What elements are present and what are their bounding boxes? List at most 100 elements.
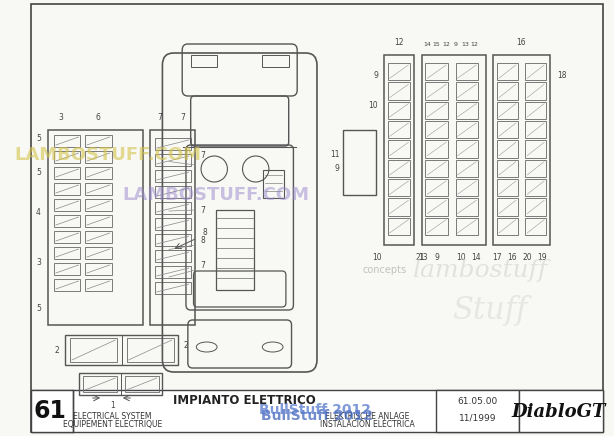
Bar (387, 121, 410, 138)
Bar (426, 102, 448, 119)
Text: 6: 6 (96, 113, 101, 122)
Bar (526, 198, 546, 216)
Text: concepts: concepts (362, 265, 406, 275)
Bar (85, 279, 112, 291)
Text: 19: 19 (537, 253, 547, 262)
Text: DiabloGT: DiabloGT (511, 403, 605, 421)
Text: 7: 7 (200, 150, 205, 160)
Bar (155, 170, 191, 182)
Bar (519, 390, 602, 432)
Bar (426, 121, 448, 138)
Bar (497, 121, 518, 138)
Bar (155, 234, 191, 246)
Bar (426, 140, 448, 158)
Bar (456, 198, 478, 216)
Text: Stuff: Stuff (452, 294, 527, 326)
Bar (343, 130, 376, 195)
Text: 2: 2 (183, 341, 188, 350)
Text: 15: 15 (433, 42, 441, 47)
Bar (54, 183, 80, 195)
Text: 5: 5 (36, 133, 41, 143)
Bar (497, 82, 518, 100)
Bar (426, 198, 448, 216)
Text: 3: 3 (36, 258, 41, 266)
Bar (54, 247, 80, 259)
Text: 9: 9 (454, 42, 457, 47)
Bar (387, 160, 410, 177)
Text: 14: 14 (423, 42, 431, 47)
Text: 12: 12 (470, 42, 478, 47)
Bar (54, 199, 80, 211)
Bar (526, 218, 546, 235)
Bar (456, 102, 478, 119)
Bar (456, 121, 478, 138)
Bar (426, 179, 448, 196)
Text: INSTALACIÓN ELÉCTRICA: INSTALACIÓN ELÉCTRICA (319, 420, 414, 429)
Text: 1: 1 (110, 401, 115, 409)
Bar (85, 263, 112, 275)
Bar (155, 282, 191, 294)
Text: 9: 9 (373, 71, 378, 79)
Bar (497, 198, 518, 216)
Text: LAMBOSTUFF.COM: LAMBOSTUFF.COM (14, 146, 201, 164)
Text: 11: 11 (330, 150, 340, 159)
Bar (387, 218, 410, 235)
Text: 61: 61 (34, 399, 67, 423)
Bar (54, 231, 80, 243)
Text: ELECTRICAL SYSTEM: ELECTRICAL SYSTEM (73, 412, 152, 421)
Bar (526, 160, 546, 177)
Text: 61.05.00: 61.05.00 (457, 396, 497, 405)
Text: 16: 16 (517, 38, 526, 47)
Text: 4: 4 (36, 208, 41, 217)
Bar (263, 170, 284, 198)
Bar (387, 63, 410, 80)
Bar (387, 102, 410, 119)
Bar (79, 373, 163, 395)
Bar (54, 263, 80, 275)
Bar (54, 151, 80, 163)
Bar (54, 215, 80, 227)
Bar (49, 130, 142, 325)
Text: LAMBOSTUFF.COM: LAMBOSTUFF.COM (123, 186, 309, 204)
Bar (497, 63, 518, 80)
Bar (85, 167, 112, 179)
Bar (155, 266, 191, 278)
Text: 5: 5 (36, 167, 41, 177)
Text: ELEKTRISCHE ANLAGE: ELEKTRISCHE ANLAGE (325, 412, 409, 421)
Bar (85, 247, 112, 259)
Text: 11/1999: 11/1999 (459, 413, 496, 422)
Text: BullStuff 2012: BullStuff 2012 (259, 403, 371, 417)
Text: 20: 20 (523, 253, 532, 262)
Text: 13: 13 (461, 42, 469, 47)
Bar (155, 154, 191, 166)
Bar (191, 55, 217, 67)
Text: 9: 9 (335, 164, 340, 173)
Bar (70, 338, 117, 362)
Bar (155, 218, 191, 230)
Bar (426, 63, 448, 80)
Bar (85, 183, 112, 195)
Bar (526, 82, 546, 100)
Bar (387, 179, 410, 196)
Bar (150, 130, 195, 325)
Text: EQUIPEMENT ELECTRIQUE: EQUIPEMENT ELECTRIQUE (63, 420, 162, 429)
Bar (155, 250, 191, 262)
Bar (526, 102, 546, 119)
Bar (526, 179, 546, 196)
Bar (456, 63, 478, 80)
Bar (526, 140, 546, 158)
Bar (456, 218, 478, 235)
Text: 14: 14 (472, 253, 481, 262)
Text: 12: 12 (442, 42, 450, 47)
Text: 10: 10 (456, 253, 466, 262)
Text: 7: 7 (181, 113, 185, 122)
Text: lambostuff: lambostuff (413, 259, 548, 282)
Bar (31, 390, 73, 432)
Text: 8: 8 (200, 235, 205, 245)
Bar (387, 82, 410, 100)
Bar (387, 198, 410, 216)
Bar (155, 186, 191, 198)
Bar (262, 55, 289, 67)
Bar (456, 82, 478, 100)
Bar (54, 167, 80, 179)
